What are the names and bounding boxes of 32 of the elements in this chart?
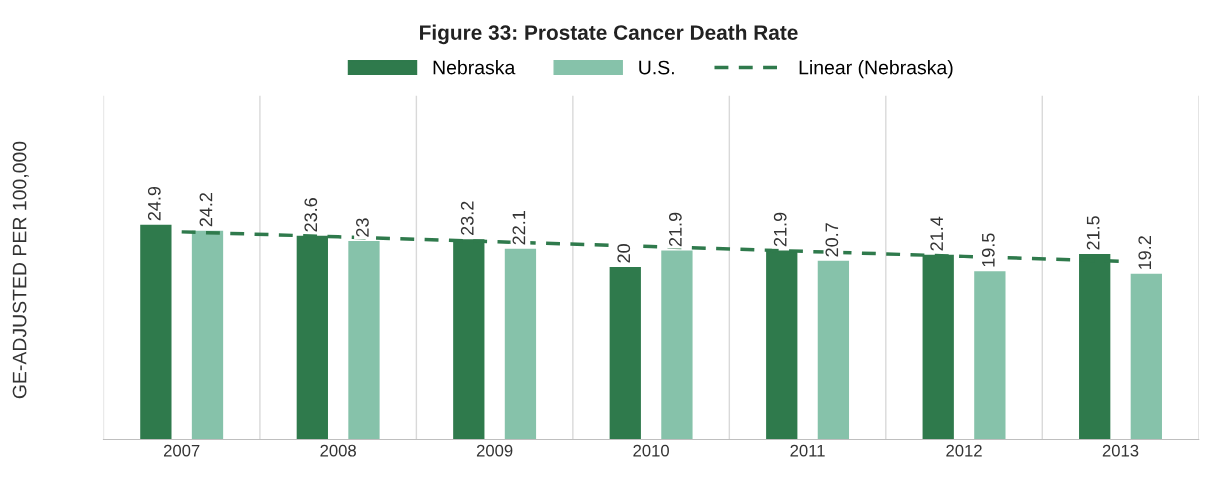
bar xyxy=(609,266,641,440)
legend-label: U.S. xyxy=(639,60,674,75)
bar xyxy=(661,250,693,440)
x-tick-label: 2013 xyxy=(1102,444,1139,457)
bar xyxy=(974,271,1006,440)
x-tick-label: 2007 xyxy=(163,444,200,457)
data-label: 19.5 xyxy=(981,233,995,267)
y-axis-title: GE-ADJUSTED PER 100,000 xyxy=(12,141,29,399)
x-tick-label: 2008 xyxy=(320,444,356,457)
x-tick-label: 2012 xyxy=(946,444,982,457)
data-label: 24.2 xyxy=(199,192,213,227)
data-label: 20 xyxy=(617,244,631,263)
data-label: 21.9 xyxy=(668,212,682,247)
x-tick-label: 2009 xyxy=(476,444,513,457)
bar xyxy=(348,241,380,440)
data-label: 24.9 xyxy=(147,186,161,221)
data-label: 19.2 xyxy=(1138,236,1152,269)
chart-title: Figure 33: Prostate Cancer Death Rate xyxy=(420,24,798,45)
data-label: 21.4 xyxy=(930,216,943,251)
bar xyxy=(504,248,537,440)
data-label: 21.9 xyxy=(773,212,787,247)
data-label: 21.5 xyxy=(1086,216,1100,250)
data-label: 23 xyxy=(356,218,369,237)
data-label: 22.1 xyxy=(512,211,526,245)
data-label: 23.2 xyxy=(460,201,474,235)
data-label: 23.6 xyxy=(304,198,318,232)
x-tick-label: 2011 xyxy=(790,444,825,457)
legend-label: Linear (Nebraska) xyxy=(799,60,953,79)
data-label: 20.7 xyxy=(825,223,839,257)
bar xyxy=(817,260,850,440)
x-tick-label: 2010 xyxy=(633,444,669,457)
legend-label: Nebraska xyxy=(433,60,516,75)
